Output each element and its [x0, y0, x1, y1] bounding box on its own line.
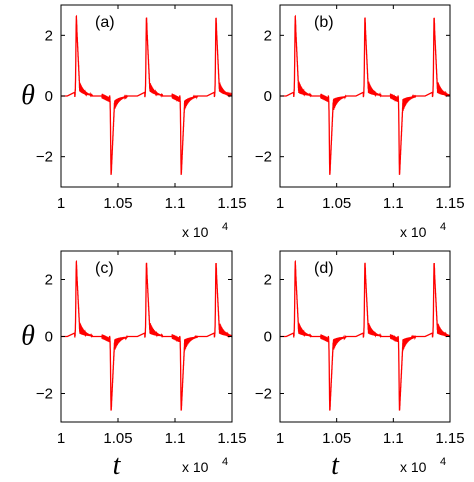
series-line [61, 14, 232, 175]
x-tick-label: 1.15 [435, 430, 464, 447]
x-tick-label: 1 [57, 195, 65, 212]
y-axis-label: θ [21, 80, 35, 111]
series-line [280, 14, 450, 175]
x-tick-label: 1.05 [103, 430, 132, 447]
panel-label: (a) [95, 14, 115, 31]
chart-panel-d: 1 1.05 1.1 1.15 2 0 −2 x 10 4 (d) t [255, 250, 465, 481]
x-tick-label: 1.05 [103, 195, 132, 212]
y-tick-label: 2 [45, 272, 53, 289]
chart-panel-b: 1 1.05 1.1 1.15 2 0 −2 x 10 4 (b) [255, 4, 465, 240]
y-tick-label: −2 [255, 386, 272, 403]
y-tick-label: 2 [264, 27, 272, 44]
x-tick-label: 1.15 [435, 195, 464, 212]
y-tick-label: 2 [264, 272, 272, 289]
x-tick-label: 1.15 [217, 195, 246, 212]
x-axis-label: t [331, 450, 340, 481]
x-multiplier: x 10 [182, 224, 209, 240]
panel-label: (c) [95, 260, 114, 277]
x-tick-label: 1.1 [165, 195, 186, 212]
x-multiplier: x 10 [182, 459, 209, 475]
panel-label: (b) [314, 14, 334, 31]
x-tick-label: 1 [276, 195, 284, 212]
y-tick-label: −2 [36, 149, 53, 166]
y-tick-label: −2 [36, 386, 53, 403]
x-tick-label: 1.05 [322, 430, 351, 447]
chart-panel-a: 1 1.05 1.1 1.15 2 0 −2 x 10 4 (a) θ [21, 4, 247, 240]
y-tick-label: 0 [264, 88, 272, 105]
x-tick-label: 1 [276, 430, 284, 447]
x-tick-label: 1.15 [217, 430, 246, 447]
y-tick-label: 0 [45, 329, 53, 346]
y-tick-label: 0 [264, 329, 272, 346]
x-multiplier: x 10 [400, 459, 427, 475]
x-multiplier-exponent: 4 [440, 456, 446, 468]
y-axis-label: θ [21, 321, 35, 352]
x-axis-label: t [113, 450, 122, 481]
series-line [61, 259, 232, 411]
x-tick-label: 1.05 [322, 195, 351, 212]
x-multiplier-exponent: 4 [440, 221, 446, 233]
x-tick-label: 1 [57, 430, 65, 447]
y-tick-label: −2 [255, 149, 272, 166]
x-multiplier-exponent: 4 [222, 456, 228, 468]
chart-panel-c: 1 1.05 1.1 1.15 2 0 −2 x 10 4 (c) θ t [21, 250, 247, 481]
x-tick-label: 1.1 [165, 430, 186, 447]
x-multiplier: x 10 [400, 224, 427, 240]
y-tick-label: 0 [45, 88, 53, 105]
series-line [280, 259, 450, 411]
y-tick-label: 2 [45, 27, 53, 44]
x-tick-label: 1.1 [383, 195, 404, 212]
panel-label: (d) [314, 260, 334, 277]
x-multiplier-exponent: 4 [222, 221, 228, 233]
x-tick-label: 1.1 [383, 430, 404, 447]
